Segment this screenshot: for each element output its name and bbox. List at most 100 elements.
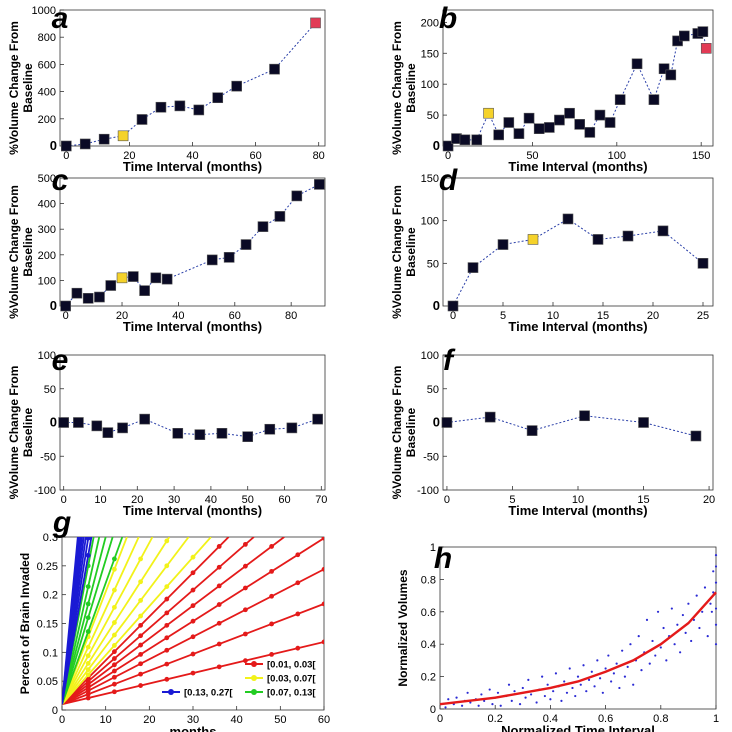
y-tick-label: 400	[38, 199, 56, 211]
data-point	[150, 272, 162, 284]
sample-point	[706, 635, 709, 638]
sample-point	[676, 623, 679, 626]
data-point	[493, 129, 504, 141]
x-tick-label: 0.8	[653, 713, 668, 725]
sample-point	[695, 594, 698, 597]
growth-marker	[112, 643, 117, 648]
growth-marker	[216, 564, 222, 570]
sample-point	[546, 683, 549, 686]
growth-marker	[138, 598, 144, 603]
growth-marker	[216, 620, 222, 626]
growth-marker	[269, 544, 274, 549]
panel-a: 0 20 40 60 80 200 400 600 800 1000 0 Time Interval …	[7, 2, 326, 174]
growth-marker	[164, 584, 170, 589]
growth-marker	[138, 622, 144, 628]
data-point	[240, 239, 252, 250]
growth-marker	[112, 620, 117, 625]
x-tick-label: 15	[597, 310, 609, 322]
data-point	[58, 417, 69, 428]
legend-swatch-marker	[251, 689, 257, 695]
sample-point	[587, 678, 591, 681]
growth-marker	[190, 603, 196, 609]
growth-marker	[85, 661, 91, 666]
growth-marker	[321, 537, 324, 541]
data-point	[139, 413, 150, 425]
data-point	[442, 140, 454, 152]
data-point	[98, 133, 110, 145]
x-tick-label: 80	[313, 150, 325, 162]
growth-marker	[112, 656, 117, 661]
sample-point	[621, 649, 624, 652]
growth-marker	[112, 689, 117, 695]
sample-point	[712, 570, 715, 573]
y-tick-label: 200	[38, 114, 56, 126]
growth-marker	[138, 556, 144, 562]
data-point	[665, 69, 677, 81]
sample-point	[510, 699, 513, 703]
growth-marker	[112, 566, 117, 572]
data-point-yellow	[117, 130, 129, 142]
y-axis-label: %Volume Change FromBaseline	[390, 21, 418, 155]
x-axis-label: Time Interval (months)	[508, 159, 647, 174]
panel-letter: c	[52, 164, 69, 197]
growth-marker	[112, 604, 117, 610]
data-point	[60, 300, 71, 312]
data-point	[155, 101, 167, 113]
sample-point	[565, 691, 569, 694]
y-tick-label: 100	[421, 79, 439, 91]
panel-e: 0 10 20 30 40 50 60 70 -100 -50 50 100 0 Time Interva…	[7, 344, 327, 518]
sample-point	[710, 610, 713, 613]
zero-tick-label: 0	[50, 415, 57, 430]
x-tick-label: 80	[285, 310, 297, 322]
sample-point	[513, 690, 516, 693]
growth-marker	[138, 671, 144, 677]
data-point	[73, 417, 84, 428]
sample-point	[480, 693, 483, 696]
y-axis-label: %Volume Change FromBaseline	[390, 185, 418, 319]
growth-marker	[190, 587, 196, 593]
data-point	[264, 423, 276, 435]
zero-tick-label: 0	[50, 138, 57, 153]
sample-point	[601, 691, 604, 694]
growth-marker	[164, 538, 170, 544]
growth-marker	[190, 554, 196, 560]
growth-marker	[112, 649, 117, 655]
x-tick-label: 60	[318, 714, 330, 726]
growth-marker	[321, 639, 324, 645]
x-tick-label: 0	[63, 150, 69, 162]
sample-point	[712, 591, 715, 594]
sample-point	[554, 672, 558, 675]
growth-marker	[85, 629, 91, 634]
growth-marker	[85, 695, 91, 701]
sample-point	[571, 686, 574, 690]
x-tick-label: 40	[172, 310, 184, 322]
data-point-red	[700, 43, 712, 54]
data-point	[564, 107, 575, 119]
growth-marker	[216, 602, 222, 607]
x-tick-label: 60	[249, 150, 261, 162]
sample-point	[681, 613, 684, 617]
sample-point	[714, 554, 718, 557]
growth-marker	[164, 622, 170, 628]
growth-marker	[190, 570, 196, 576]
legend-swatch-marker	[168, 689, 174, 695]
x-tick-label: 40	[231, 714, 243, 726]
growth-marker	[164, 596, 170, 602]
data-point	[312, 413, 323, 425]
data-point	[484, 411, 496, 423]
y-tick-label: 100	[421, 216, 439, 228]
data-point	[631, 58, 643, 70]
panel-g: 0 10 20 30 40 50 60 0 0.05 0.1 0.15 0.2 0.25 0.3 month…	[18, 506, 330, 732]
x-tick-label: 70	[315, 494, 327, 506]
x-tick-label: 50	[242, 494, 254, 506]
y-axis-label-line-1: %Volume Change From	[7, 21, 21, 155]
data-point	[604, 117, 616, 128]
x-tick-label: 40	[205, 494, 217, 506]
sample-point	[654, 654, 657, 657]
y-tick-label: 0.8	[421, 574, 436, 586]
x-tick-label: 40	[186, 150, 198, 162]
y-axis-label: Percent of Brain Invaded	[18, 553, 32, 694]
sample-point	[709, 602, 712, 605]
growth-marker	[164, 647, 170, 653]
sample-point	[460, 704, 464, 707]
